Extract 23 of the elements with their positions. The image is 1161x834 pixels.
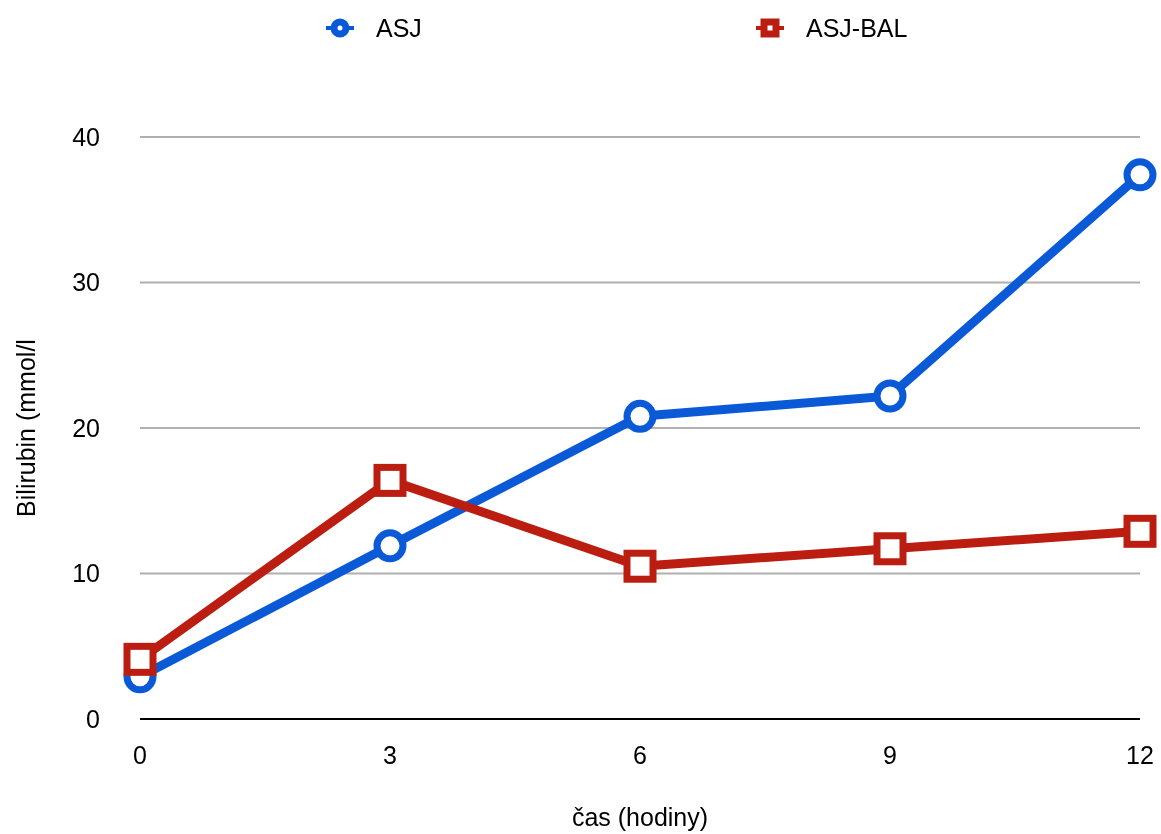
x-tick-label: 9 (883, 741, 897, 769)
x-tick-label: 12 (1126, 741, 1154, 769)
y-tick-label: 30 (72, 268, 100, 297)
point (623, 399, 657, 433)
point (1123, 158, 1157, 192)
y-tick-label: 10 (72, 559, 100, 588)
y-tick-label: 40 (72, 122, 100, 151)
y-axis-title: Bilirubin (mmol/l (12, 339, 40, 517)
point (873, 532, 907, 566)
x-tick-label: 3 (383, 741, 397, 769)
point (373, 463, 407, 497)
x-tick-label: 0 (133, 741, 147, 769)
point (1123, 514, 1157, 548)
point (873, 379, 907, 413)
point (373, 529, 407, 563)
y-tick-label: 0 (86, 704, 100, 733)
legend-label: ASJ (376, 13, 422, 42)
point (123, 642, 157, 676)
point (623, 549, 657, 583)
y-tick-label: 20 (72, 413, 100, 442)
x-axis-title: čas (hodiny) (571, 803, 709, 831)
legend-label: ASJ-BAL (806, 13, 908, 42)
x-tick-label: 6 (633, 741, 647, 769)
